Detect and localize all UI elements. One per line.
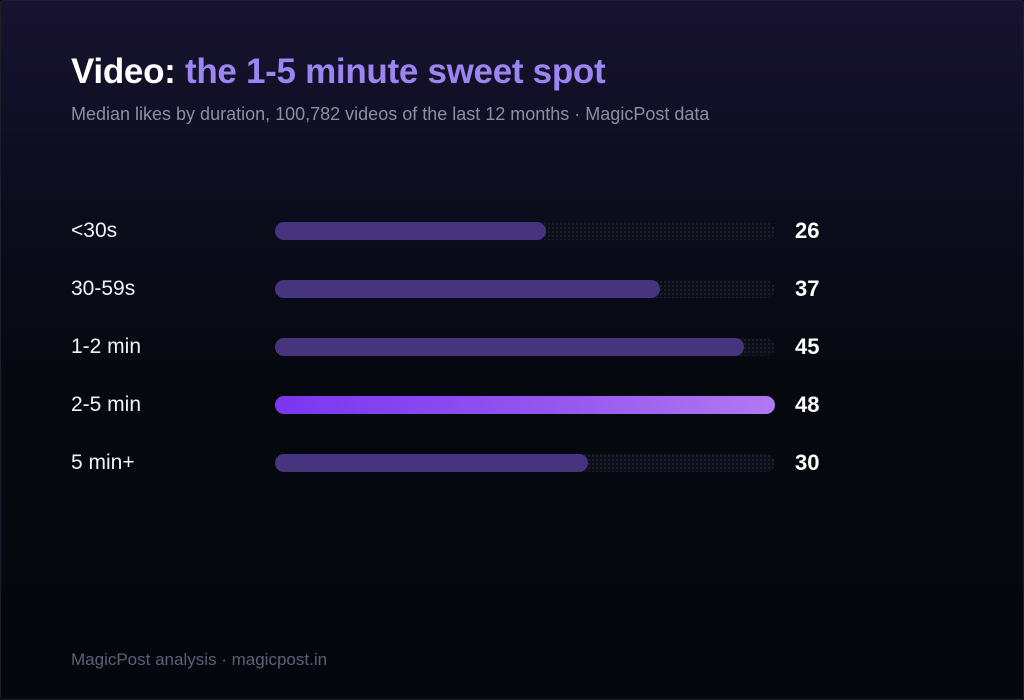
value-label: 45 [795,334,820,359]
bar-row: 5 min+ 30 [1,443,1001,483]
bar-row: 1-2 min 45 [1,327,1001,367]
value-label: 26 [795,218,820,243]
bar-track [275,280,775,298]
bar [275,280,660,298]
category-label: <30s [71,219,118,242]
bar-row: <30s 26 [1,211,1001,251]
bar [275,454,588,472]
bar [275,396,775,414]
value-label: 30 [795,450,820,475]
title-prefix: Video: [71,52,176,91]
chart-subtitle: Median likes by duration, 100,782 videos… [71,104,710,124]
bar-track [275,338,775,356]
value-label: 37 [795,276,820,301]
title-accent: the 1-5 minute sweet spot [184,52,606,91]
bar-row: 2-5 min 48 [1,385,1001,425]
category-label: 30-59s [71,277,136,300]
bar-track [275,396,775,414]
bar [275,338,744,356]
bar [275,222,546,240]
bar-row: 30-59s 37 [1,269,1001,309]
chart-title: Video: the 1-5 minute sweet spot [71,52,606,92]
value-label: 48 [795,392,820,417]
bar-track [275,222,775,240]
category-label: 2-5 min [71,393,142,416]
bar-track [275,454,775,472]
footer-credit: MagicPost analysis · magicpost.in [71,650,328,669]
category-label: 5 min+ [71,451,135,474]
category-label: 1-2 min [71,335,142,358]
